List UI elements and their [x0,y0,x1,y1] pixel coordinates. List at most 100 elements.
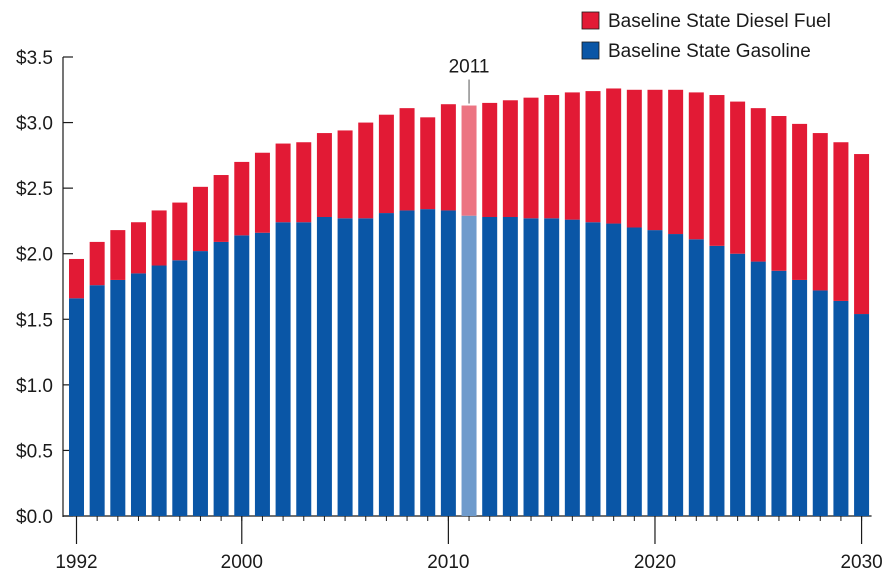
legend-item-baseline-state-gasoline: Baseline State Gasoline [581,41,811,62]
baseline-state-diesel-fuel-bar [151,210,167,266]
baseline-state-gasoline-bar [254,232,270,516]
baseline-state-diesel-fuel-bar [358,122,374,219]
baseline-state-gasoline-bar [110,279,126,516]
baseline-state-gasoline-bar [420,209,436,516]
baseline-state-diesel-fuel-bar [192,186,208,252]
bar-group-2023 [709,95,725,517]
bar-group-2001 [254,152,270,516]
x-axis: 1992 2000 2010 2020 2030 [55,515,883,573]
baseline-state-diesel-fuel-bar [420,117,436,210]
baseline-state-diesel-fuel-bar [440,104,456,211]
baseline-state-gasoline-bar [544,218,560,516]
baseline-state-gasoline-bar [316,216,332,516]
baseline-state-diesel-fuel-bar [69,258,84,299]
baseline-state-gasoline-bar [626,227,642,516]
baseline-state-diesel-fuel-bar [482,102,498,217]
baseline-state-diesel-fuel-bar [275,143,291,223]
baseline-state-gasoline-bar [482,216,498,516]
baseline-state-diesel-fuel-bar [709,95,725,246]
baseline-state-diesel-fuel-bar [378,114,394,214]
bar-group-2013 [502,100,518,516]
y-tick-label: $1.5 [16,310,53,331]
baseline-state-gasoline-bar [730,253,746,516]
bar-group-1997 [172,202,188,516]
baseline-state-gasoline-bar [151,265,167,516]
bar-group-2010 [440,104,456,517]
baseline-state-diesel-fuel-bar [812,133,828,291]
baseline-state-gasoline-bar [234,235,250,516]
bar-group-2007 [378,114,394,516]
bar-group-2004 [316,133,332,516]
baseline-state-diesel-fuel-bar [296,142,312,223]
baseline-state-gasoline-bar [440,210,456,517]
bar-group-2019 [626,89,642,516]
bar-group-2012 [482,102,498,516]
y-tick-label: $0.5 [16,441,53,462]
highlight-label: 2011 [449,57,490,78]
baseline-state-gasoline-bar [792,279,808,516]
baseline-state-gasoline-bar [89,285,105,516]
y-tick-label: $2.5 [16,179,53,200]
baseline-state-gasoline-bar [709,245,725,517]
baseline-state-gasoline-bar [750,261,766,516]
y-tick-label: $2.0 [16,245,53,266]
bar-group-1998 [192,186,208,516]
bar-group-2008 [399,108,415,517]
bar-group-2020 [647,89,663,516]
legend-label: Baseline State Gasoline [608,41,811,62]
bar-group-2017 [585,91,601,517]
y-tick-label: $0.0 [16,507,53,528]
highlight-annotation: 2011 [449,57,490,104]
baseline-state-diesel-fuel-bar [89,241,105,286]
bar-group-2000 [234,161,250,516]
y-tick-label: $3.5 [16,48,53,69]
baseline-state-diesel-fuel-bar [544,95,560,219]
baseline-state-diesel-fuel-bar [688,92,704,240]
bar-group-2021 [668,89,684,517]
baseline-state-diesel-fuel-bar [523,97,539,219]
baseline-state-gasoline-bar [192,251,208,516]
baseline-state-diesel-fuel-bar [626,89,642,228]
x-tick-label: 1992 [55,552,97,573]
bar-group-1995 [130,222,146,516]
bar-group-2006 [358,122,374,516]
x-tick-label: 2030 [840,552,882,573]
bar-group-2029 [833,142,849,516]
baseline-state-gasoline-bar [213,241,229,516]
baseline-state-gasoline-bar [523,218,539,516]
baseline-state-diesel-fuel-bar [130,222,146,274]
x-tick-label: 2020 [634,552,676,573]
baseline-state-gasoline-bar [668,234,684,517]
bar-group-2022 [688,92,704,516]
baseline-state-gasoline-bar [378,213,394,516]
bar-group-2026 [771,116,787,516]
baseline-state-gasoline-bar [833,300,849,516]
baseline-state-diesel-fuel-bar [771,116,787,271]
baseline-state-gasoline-bar [606,223,622,516]
x-tick-label: 2000 [221,552,263,573]
bar-group-2002 [275,143,291,517]
bar-group-2014 [523,97,539,516]
x-tick-label: 2010 [427,552,469,573]
baseline-state-gasoline-bar [647,230,663,516]
baseline-state-gasoline-bar [69,298,84,516]
baseline-state-diesel-fuel-bar [213,175,229,242]
bar-group-2030 [854,154,870,516]
baseline-state-diesel-fuel-bar [337,130,353,219]
bar-group-2018 [606,88,622,516]
baseline-state-gasoline-bar [399,210,415,517]
baseline-state-diesel-fuel-bar [750,108,766,262]
bar-group-1992 [69,258,84,516]
y-tick-label: $1.0 [16,376,53,397]
legend-swatch [581,41,600,60]
bar-group-1996 [151,210,167,516]
bar-group-2027 [792,123,808,516]
bar-group-2024 [730,101,746,516]
bar-group-2016 [564,92,580,517]
baseline-state-diesel-fuel-bar [110,230,126,280]
bar-group-1999 [213,175,229,516]
bar-group-2011 [461,105,477,516]
legend: Baseline State Diesel Fuel Baseline State… [581,11,831,62]
bar-group-1994 [110,230,126,516]
